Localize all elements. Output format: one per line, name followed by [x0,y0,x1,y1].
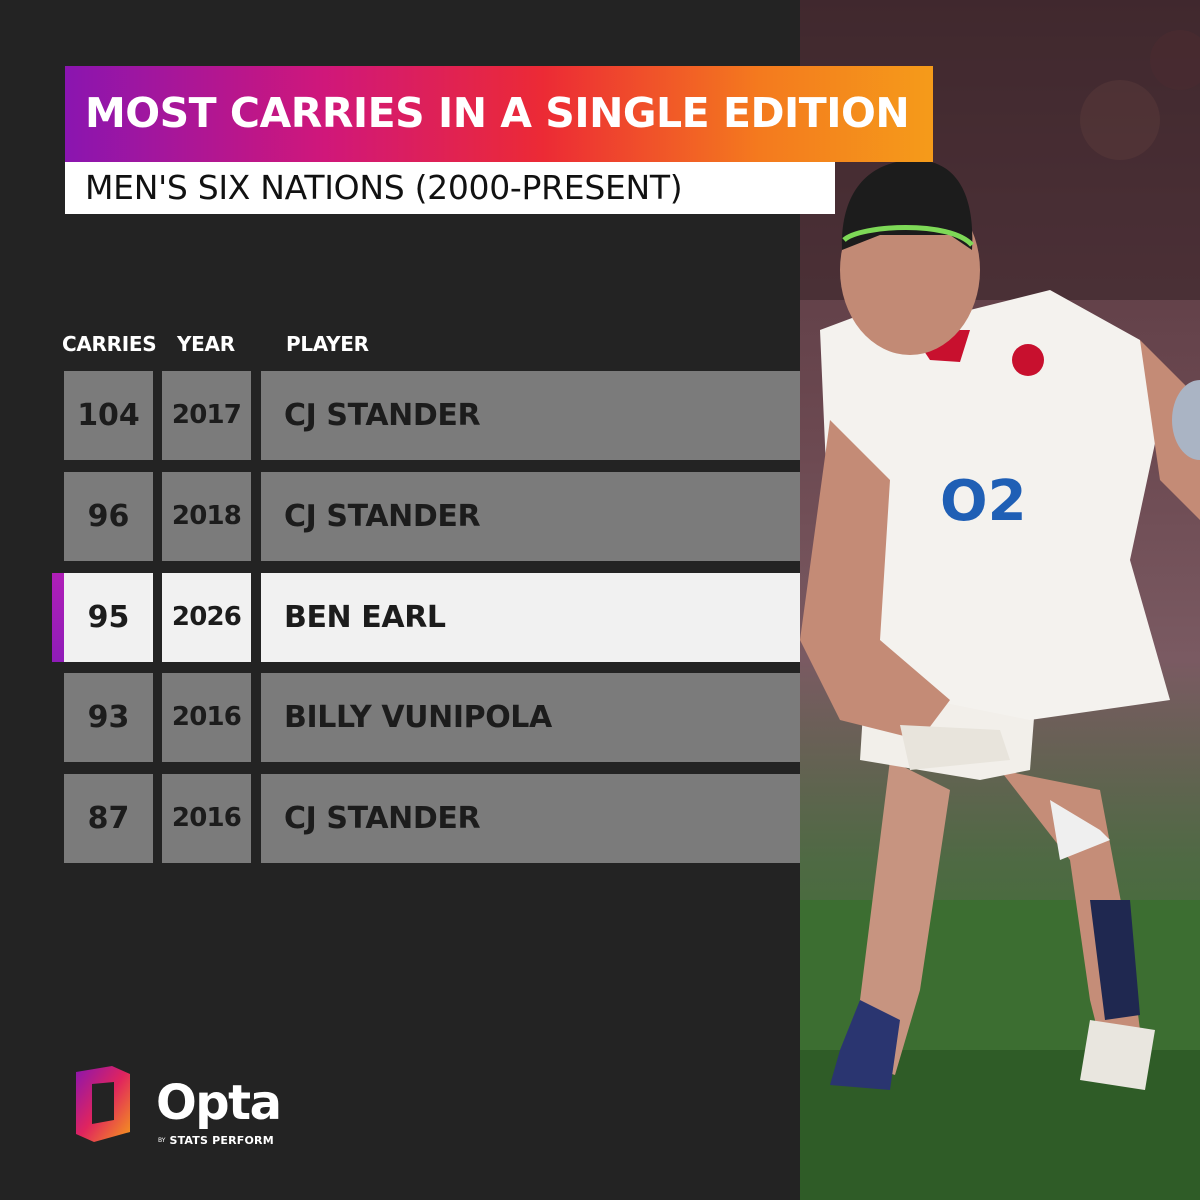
carries-value: 104 [77,398,140,433]
player-name: BILLY VUNIPOLA [284,700,552,735]
table-row: 93 2016 BILLY VUNIPOLA [64,673,800,762]
carries-value: 93 [87,700,130,735]
table-row: 87 2016 CJ STANDER [64,774,800,863]
carries-cell: 96 [64,472,153,561]
year-value: 2017 [171,400,242,430]
year-cell: 2016 [162,673,251,762]
year-cell: 2016 [162,774,251,863]
table-row: 96 2018 CJ STANDER [64,472,800,561]
player-cell: BEN EARL [261,573,800,662]
year-cell: 2018 [162,472,251,561]
carries-value: 87 [87,801,130,836]
carries-cell: 104 [64,371,153,460]
opta-by-label: BY [158,1137,166,1144]
subtitle-banner [65,162,835,214]
stats-perform-label: STATS PERFORM [169,1134,274,1147]
year-value: 2018 [171,501,242,531]
carries-value: 96 [87,499,130,534]
carries-cell: 95 [64,573,153,662]
column-header-player: PLAYER [286,332,369,356]
player-name: CJ STANDER [284,499,481,534]
title-banner [65,66,933,162]
opta-wordmark: Opta [156,1075,282,1131]
year-value: 2016 [171,702,242,732]
table-row-highlighted: 95 2026 BEN EARL [52,573,800,662]
chart-title: MOST CARRIES IN A SINGLE EDITION [85,89,910,137]
carries-cell: 87 [64,774,153,863]
carries-cell: 93 [64,673,153,762]
year-cell: 2017 [162,371,251,460]
chart-subtitle: MEN'S SIX NATIONS (2000-PRESENT) [85,168,683,207]
rugby-player-photo: O2 [800,0,1200,1200]
highlight-accent-bar [52,573,64,662]
year-value: 2026 [171,602,242,632]
player-cell: CJ STANDER [261,472,800,561]
column-header-year: YEAR [177,332,235,356]
sponsor-logo: O2 [940,469,1027,534]
player-name: BEN EARL [284,600,446,635]
carries-value: 95 [87,600,130,635]
player-cell: BILLY VUNIPOLA [261,673,800,762]
table-row: 104 2017 CJ STANDER [64,371,800,460]
year-value: 2016 [171,803,242,833]
opta-logo-icon [76,1066,130,1142]
column-header-carries: CARRIES [62,332,157,356]
player-name: CJ STANDER [284,398,481,433]
player-cell: CJ STANDER [261,371,800,460]
player-illustration: O2 [800,0,1200,1200]
year-cell: 2026 [162,573,251,662]
player-name: CJ STANDER [284,801,481,836]
opta-tagline: BY STATS PERFORM [158,1130,274,1149]
player-cell: CJ STANDER [261,774,800,863]
